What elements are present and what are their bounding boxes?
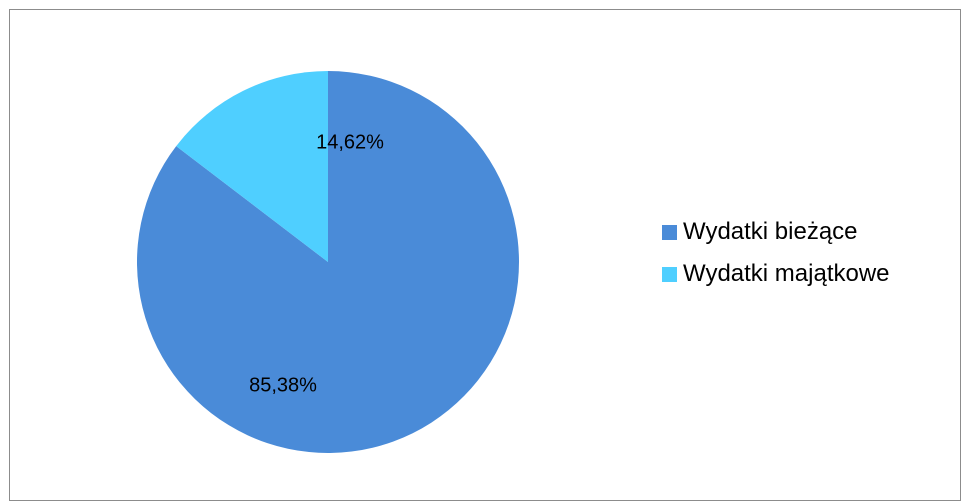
data-label-wydatki-majatkowe: 14,62% <box>316 131 384 153</box>
legend-item-wydatki-biezace: Wydatki bieżące <box>662 218 890 246</box>
pie-slice-wydatki-majatkowe <box>176 71 328 262</box>
legend-label-wydatki-majatkowe: Wydatki majątkowe <box>683 260 890 287</box>
legend-swatch-wydatki-biezace <box>662 224 677 240</box>
data-label-wydatki-biezace: 85,38% <box>249 374 317 396</box>
legend: Wydatki bieżące Wydatki majątkowe <box>662 218 890 302</box>
legend-item-wydatki-majatkowe: Wydatki majątkowe <box>662 260 890 288</box>
legend-swatch-wydatki-majatkowe <box>662 266 677 282</box>
legend-label-wydatki-biezace: Wydatki bieżące <box>683 218 858 245</box>
